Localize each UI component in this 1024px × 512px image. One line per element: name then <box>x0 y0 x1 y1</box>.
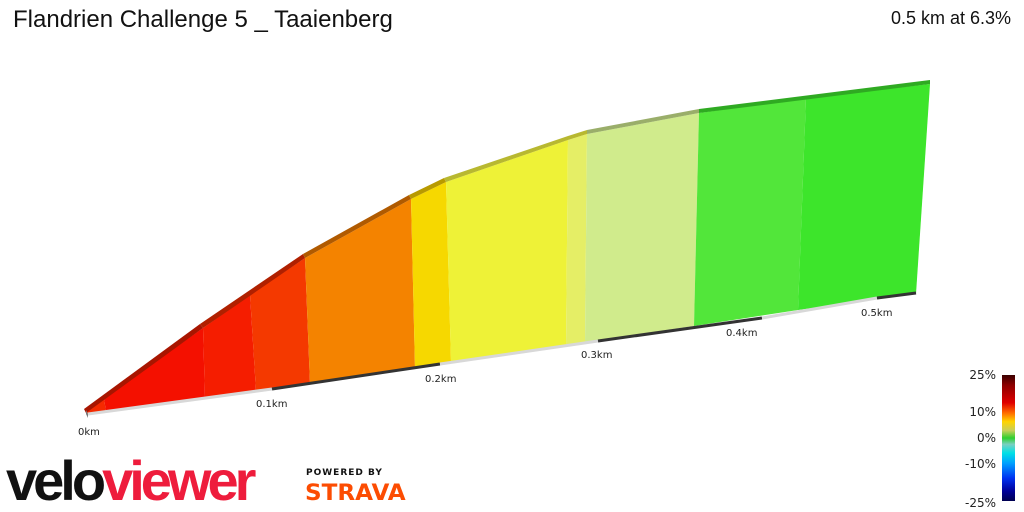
veloviewer-logo: veloviewer <box>6 453 256 509</box>
segment-11 <box>798 84 930 310</box>
logo-viewer: viewer <box>102 449 256 512</box>
tick-label: 0.1km <box>256 399 287 410</box>
legend-label: -10% <box>964 457 996 471</box>
tick-label: 0km <box>78 427 100 438</box>
profile-segments <box>86 84 930 414</box>
legend-label: -25% <box>964 496 996 510</box>
legend-label: 25% <box>969 368 996 382</box>
tick-label: 0.5km <box>861 308 892 319</box>
segment-3 <box>203 295 256 398</box>
legend-label: 10% <box>969 405 996 419</box>
tick-label: 0.2km <box>425 374 456 385</box>
segment-4 <box>250 258 310 391</box>
distance-axis <box>87 291 917 416</box>
strava-logo: STRAVA <box>305 481 406 506</box>
segment-8 <box>566 134 587 345</box>
climb-summary: 0.5 km at 6.3% <box>890 8 1011 28</box>
axis-ticks: 0km 0.1km 0.2km 0.3km 0.4km 0.5km <box>78 308 892 438</box>
gradient-colorbar <box>1002 375 1015 501</box>
segment-9 <box>585 113 699 342</box>
tick-label: 0.4km <box>726 328 757 339</box>
segment-6 <box>411 182 451 368</box>
powered-by-label: POWERED BY <box>306 468 383 478</box>
profile-top-edge <box>84 80 930 418</box>
segment-2 <box>104 328 205 412</box>
page-title: Flandrien Challenge 5 _ Taaienberg <box>13 6 393 33</box>
legend-label: 0% <box>976 431 996 445</box>
logo-velo: velo <box>6 449 106 512</box>
segment-10 <box>694 98 806 326</box>
gradient-legend: 25% 10% 0% -10% -25% <box>950 368 1024 512</box>
tick-label: 0.3km <box>581 350 612 361</box>
segment-7 <box>446 140 568 362</box>
segment-5 <box>305 199 415 384</box>
